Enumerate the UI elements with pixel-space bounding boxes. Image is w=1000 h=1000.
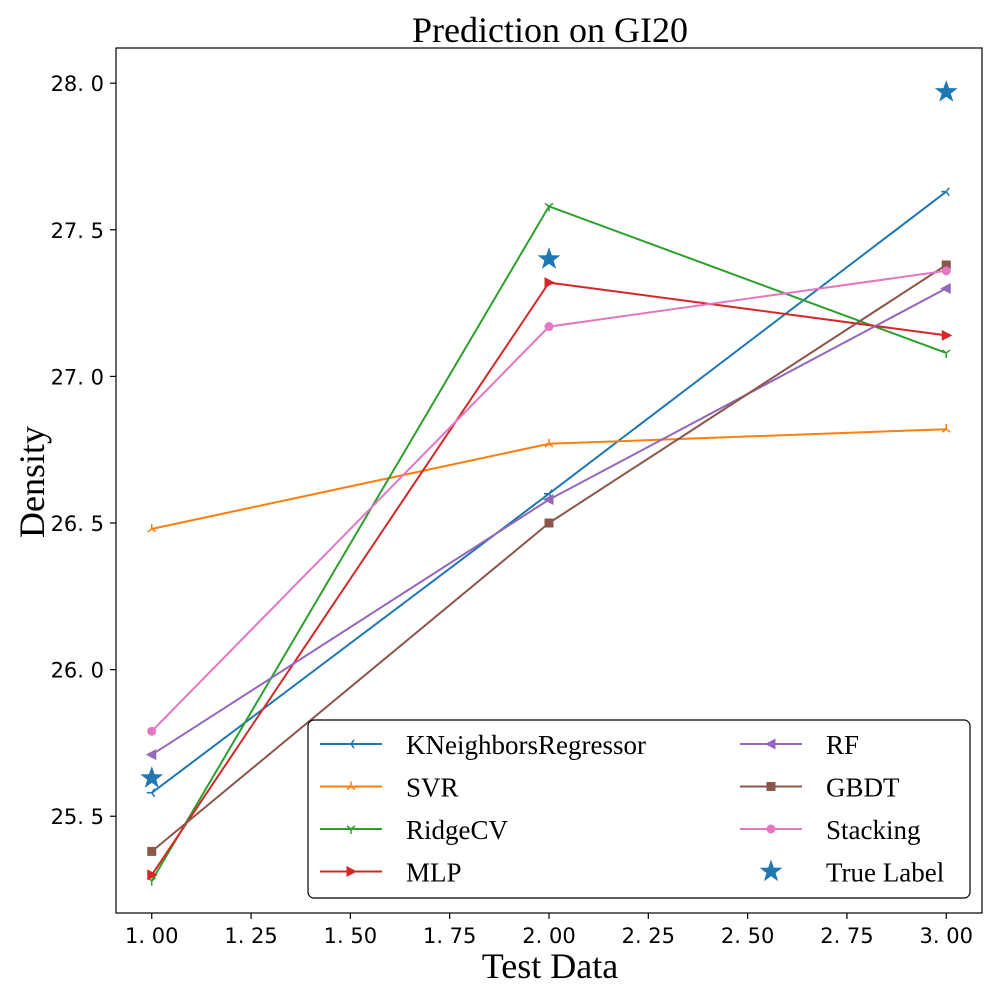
data-point-svr bbox=[544, 438, 554, 448]
data-point-gbdt bbox=[544, 518, 554, 528]
y-tick-label: 26. 5 bbox=[51, 512, 104, 536]
data-point-mlp bbox=[544, 277, 555, 289]
x-axis: 1. 00 1. 25 1. 50 1. 75 2. 00 2. 25 2. 50 2. 75… bbox=[125, 913, 973, 948]
legend-item-svr: SVR bbox=[320, 773, 459, 803]
y-tick-label: 28. 0 bbox=[51, 72, 104, 96]
plot-area bbox=[115, 47, 983, 914]
legend-marker bbox=[346, 866, 357, 877]
data-point-true-label bbox=[934, 80, 958, 102]
y-axis-label: Density bbox=[12, 426, 52, 538]
legend-item-mlp: MLP bbox=[320, 858, 462, 888]
series-true-label bbox=[140, 80, 958, 788]
data-point-stacking bbox=[544, 322, 554, 332]
legend-label: True Label bbox=[826, 858, 944, 888]
data-point-stacking bbox=[941, 266, 951, 276]
legend-item-ridgecv: RidgeCV bbox=[320, 815, 509, 845]
data-point-svr bbox=[941, 424, 951, 433]
legend-item-gbdt: GBDT bbox=[740, 773, 900, 803]
data-point-rf bbox=[940, 282, 951, 294]
legend: KNeighborsRegressor SVR RidgeCV MLP RF GBDT St… bbox=[307, 719, 971, 899]
x-tick-label: 1. 00 bbox=[125, 924, 178, 948]
legend-label: GBDT bbox=[826, 773, 900, 803]
data-point-ridgecv bbox=[941, 349, 951, 358]
legend-marker bbox=[759, 859, 783, 882]
chart-title: Prediction on GI20 bbox=[412, 10, 688, 50]
x-tick-label: 2. 25 bbox=[622, 924, 675, 948]
series-svr bbox=[147, 424, 951, 533]
x-tick-label: 2. 50 bbox=[721, 924, 774, 948]
y-tick-label: 27. 0 bbox=[51, 365, 104, 389]
data-point-mlp bbox=[147, 869, 158, 881]
legend-marker bbox=[346, 781, 356, 791]
x-tick-label: 3. 00 bbox=[920, 924, 973, 948]
y-tick-label: 27. 5 bbox=[51, 219, 104, 243]
series-kneighborsregressor bbox=[146, 187, 950, 798]
data-point-gbdt bbox=[941, 260, 951, 270]
data-point-rf bbox=[543, 494, 554, 506]
x-axis-label: Test Data bbox=[482, 946, 618, 986]
y-tick-label: 25. 5 bbox=[51, 805, 104, 829]
legend-box bbox=[307, 719, 971, 899]
x-tick-label: 2. 75 bbox=[820, 924, 873, 948]
data-point-stacking bbox=[147, 726, 157, 736]
legend-label: KNeighborsRegressor bbox=[406, 730, 646, 760]
legend-marker bbox=[766, 824, 776, 834]
data-point-kneighborsregressor bbox=[146, 788, 156, 798]
legend-item-rf: RF bbox=[740, 730, 859, 760]
legend-label: Stacking bbox=[826, 815, 921, 845]
series-stacking bbox=[147, 266, 951, 736]
series-mlp bbox=[147, 277, 953, 881]
legend-marker bbox=[346, 825, 356, 834]
data-point-gbdt bbox=[147, 846, 157, 856]
data-point-ridgecv bbox=[544, 202, 554, 212]
legend-label: MLP bbox=[406, 858, 462, 888]
x-tick-label: 1. 50 bbox=[324, 924, 377, 948]
data-point-mlp bbox=[941, 329, 953, 341]
legend-label: RidgeCV bbox=[406, 815, 509, 845]
data-point-true-label bbox=[537, 247, 561, 269]
series-rf bbox=[145, 282, 951, 761]
legend-item-stacking: Stacking bbox=[740, 815, 921, 845]
legend-label: SVR bbox=[406, 773, 459, 803]
legend-item-kneighborsregressor: KNeighborsRegressor bbox=[320, 730, 646, 760]
y-tick-label: 26. 0 bbox=[51, 659, 104, 683]
legend-label: RF bbox=[826, 730, 859, 760]
legend-marker bbox=[765, 738, 776, 750]
data-point-rf bbox=[145, 749, 157, 761]
data-point-true-label bbox=[140, 766, 164, 788]
legend-marker bbox=[766, 782, 776, 791]
data-point-kneighborsregressor bbox=[941, 187, 950, 197]
x-tick-label: 2. 00 bbox=[522, 924, 575, 948]
legend-marker bbox=[346, 739, 355, 749]
y-axis: 25. 5 26. 0 26. 5 27. 0 27. 5 28. 0 bbox=[51, 72, 116, 829]
legend-item-true-label: True Label bbox=[759, 858, 944, 888]
data-point-svr bbox=[147, 523, 157, 533]
x-tick-label: 1. 75 bbox=[423, 924, 476, 948]
series-gbdt bbox=[147, 260, 951, 856]
x-tick-label: 1. 25 bbox=[224, 924, 277, 948]
